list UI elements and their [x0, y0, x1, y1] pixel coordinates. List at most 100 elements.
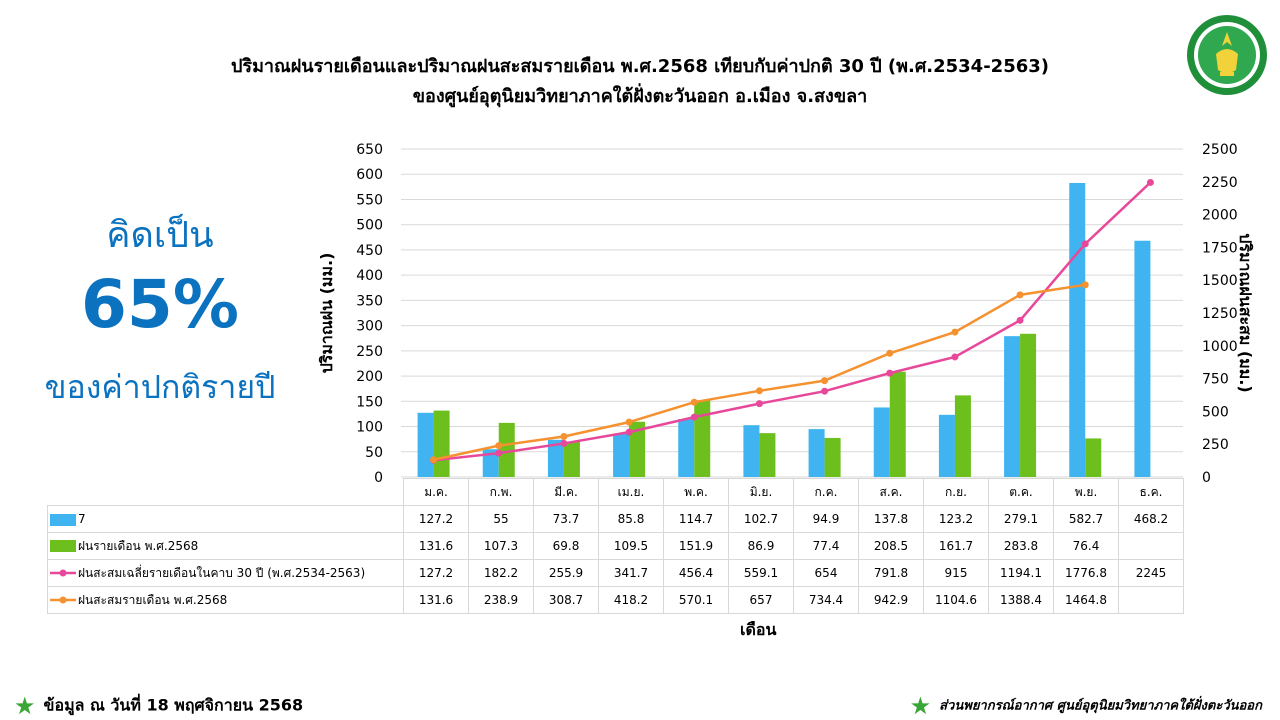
y-tick-label: 0	[374, 470, 383, 486]
line-point	[755, 400, 763, 408]
bar	[433, 410, 450, 477]
line-point	[1146, 178, 1154, 186]
y-axis-label: ปริมาณฝน (มม.)	[317, 253, 336, 374]
value-cell: 559.1	[728, 559, 794, 587]
legend-line-key	[50, 569, 76, 577]
bar	[1004, 336, 1021, 477]
y2-tick-label: 2250	[1202, 175, 1238, 191]
value-cell: 308.7	[533, 586, 599, 614]
value-cell: 1388.4	[988, 586, 1054, 614]
value-cell: 942.9	[858, 586, 924, 614]
y2-tick-label: 1000	[1202, 339, 1238, 355]
callout-line1: คิดเป็น	[106, 215, 214, 256]
value-cell: 2245	[1118, 559, 1184, 587]
value-cell: 1776.8	[1053, 559, 1119, 587]
legend-bar-key	[50, 513, 76, 526]
line-point	[821, 377, 829, 385]
y2-tick-label: 250	[1202, 437, 1229, 453]
y-tick-label: 200	[356, 369, 383, 385]
table-header-row: ม.ค. ก.พ. มี.ค. เม.ย. พ.ค. มิ.ย. ก.ค. ส.ค. ก.ย. ต…	[47, 478, 1184, 506]
y2-tick-label: 1750	[1202, 240, 1238, 256]
y-tick-label: 650	[356, 142, 383, 158]
line-point	[951, 328, 959, 336]
month-header-cell: ก.ย.	[923, 478, 989, 506]
line-point	[1016, 316, 1024, 324]
series-name: 7	[78, 512, 86, 526]
month-header-cell: ก.พ.	[468, 478, 534, 506]
bar	[694, 400, 711, 477]
y-tick-label: 300	[356, 319, 383, 335]
value-cell: 279.1	[988, 505, 1054, 533]
value-cell	[1118, 586, 1184, 614]
y-tick-label: 500	[356, 218, 383, 234]
y-tick-label: 100	[356, 420, 383, 436]
line-point	[430, 456, 438, 464]
y-tick-label: 350	[356, 293, 383, 309]
bar	[563, 441, 580, 477]
value-cell: 456.4	[663, 559, 729, 587]
value-cell: 131.6	[403, 532, 469, 560]
value-cell: 341.7	[598, 559, 664, 587]
value-cell	[1118, 532, 1184, 560]
value-cell: 255.9	[533, 559, 599, 587]
callout-percent: 65%	[81, 266, 239, 343]
value-cell: 791.8	[858, 559, 924, 587]
value-cell: 238.9	[468, 586, 534, 614]
series-label-cell: ฝนรายเดือน พ.ศ.2568	[47, 532, 404, 560]
value-cell: 915	[923, 559, 989, 587]
line-point	[560, 432, 568, 440]
series-label-cell: ฝนสะสมรายเดือน พ.ศ.2568	[47, 586, 404, 614]
bar	[1069, 182, 1086, 477]
value-cell: 76.4	[1053, 532, 1119, 560]
footer-source-text: ส่วนพยากรณ์อากาศ ศูนย์อุตุนิยมวิทยาภาคใต…	[939, 698, 1262, 714]
y2-tick-label: 1250	[1202, 306, 1238, 322]
callout-line3: ของค่าปกติรายปี	[44, 368, 276, 406]
value-cell: 1464.8	[1053, 586, 1119, 614]
series-name: ฝนสะสมรายเดือน พ.ศ.2568	[78, 592, 228, 607]
series-name: ฝนสะสมเฉลี่ยรายเดือนในคาบ 30 ปี (พ.ศ.253…	[78, 565, 366, 580]
value-cell: 283.8	[988, 532, 1054, 560]
footer-date-text: ข้อมูล ณ วันที่ 18 พฤศจิกายน 2568	[43, 695, 304, 715]
value-cell: 109.5	[598, 532, 664, 560]
month-header-cell: ส.ค.	[858, 478, 924, 506]
line-point	[625, 428, 633, 436]
line-point	[886, 369, 894, 377]
line-point	[951, 353, 959, 361]
value-cell: 151.9	[663, 532, 729, 560]
y-tick-label: 600	[356, 167, 383, 183]
star-icon: ★	[909, 692, 932, 720]
x-axis-label: เดือน	[740, 620, 777, 639]
bar	[824, 437, 841, 477]
month-header-cell: ธ.ค.	[1118, 478, 1184, 506]
y2-tick-label: 500	[1202, 404, 1229, 420]
value-cell: 1104.6	[923, 586, 989, 614]
value-cell: 418.2	[598, 586, 664, 614]
series-line	[433, 181, 1152, 462]
bar	[889, 371, 906, 477]
month-header-cell: มี.ค.	[533, 478, 599, 506]
value-cell: 570.1	[663, 586, 729, 614]
bar	[678, 419, 695, 477]
bar	[743, 425, 760, 477]
chart-title-line2: ของศูนย์อุตุนิยมวิทยาภาคใต้ฝั่งตะวันออก …	[412, 86, 868, 107]
line-point	[1016, 291, 1024, 299]
value-cell: 77.4	[793, 532, 859, 560]
value-cell: 73.7	[533, 505, 599, 533]
line-point	[625, 418, 633, 426]
series-label-cell: 7	[47, 505, 404, 533]
value-cell: 1194.1	[988, 559, 1054, 587]
value-cell: 94.9	[793, 505, 859, 533]
y2-tick-label: 0	[1202, 470, 1211, 486]
bar	[482, 449, 499, 477]
month-header-cell: ม.ค.	[403, 478, 469, 506]
line-point	[495, 449, 503, 457]
month-header-cell: มิ.ย.	[728, 478, 794, 506]
footer-source: ★ ส่วนพยากรณ์อากาศ ศูนย์อุตุนิยมวิทยาภาคใ…	[910, 692, 1262, 720]
y-tick-label: 400	[356, 268, 383, 284]
month-header-cell: พ.ย.	[1053, 478, 1119, 506]
chart-data-table: ม.ค. ก.พ. มี.ค. เม.ย. พ.ค. มิ.ย. ก.ค. ส.ค. ก.ย. ต…	[47, 478, 1184, 614]
month-header-cell: ก.ค.	[793, 478, 859, 506]
chart-title-line1: ปริมาณฝนรายเดือนและปริมาณฝนสะสมรายเดือน …	[230, 56, 1050, 77]
value-cell: 182.2	[468, 559, 534, 587]
